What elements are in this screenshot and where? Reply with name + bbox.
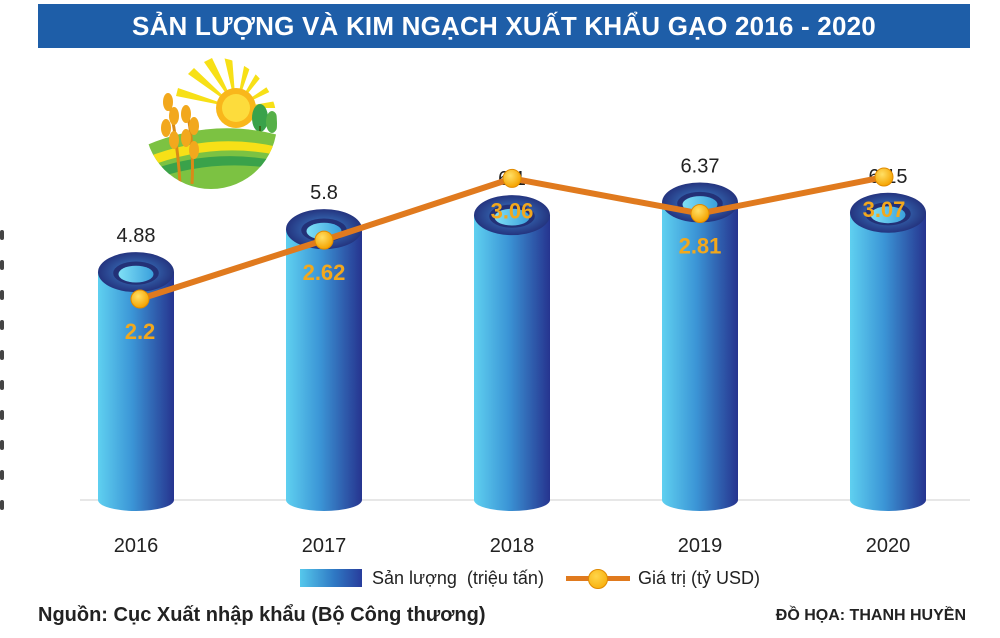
bar-2020 bbox=[850, 212, 926, 512]
line-value-label: 3.07 bbox=[863, 197, 906, 222]
bar-value-label: 6.37 bbox=[681, 156, 720, 178]
legend-line-label: Giá trị (tỷ USD) bbox=[637, 567, 760, 588]
rice-sun-field-icon bbox=[145, 57, 277, 189]
line-point bbox=[874, 167, 894, 187]
bar-value-label: 5.8 bbox=[310, 182, 338, 204]
line-point bbox=[314, 230, 334, 250]
line-value-label: 2.81 bbox=[679, 233, 722, 258]
bar-2018 bbox=[474, 215, 550, 511]
legend-bar-label: Sản lượng (triệu tấn) bbox=[372, 567, 544, 588]
x-tick-label: 2020 bbox=[866, 535, 911, 557]
legend-bar-swatch bbox=[300, 569, 362, 587]
x-tick-label: 2018 bbox=[490, 535, 535, 557]
line-value-label: 3.06 bbox=[491, 198, 534, 223]
bar-2017 bbox=[286, 229, 362, 511]
line-point bbox=[130, 289, 150, 309]
bar-cap-hole bbox=[494, 208, 530, 226]
line-value-label: 2.2 bbox=[125, 319, 156, 344]
source-note: Nguồn: Cục Xuất nhập khẩu (Bộ Công thươn… bbox=[38, 604, 486, 626]
plot-area: 4.8820165.820176.120186.3720196.1520202.… bbox=[80, 156, 970, 557]
bar-2016 bbox=[98, 272, 174, 511]
side-marks bbox=[0, 230, 6, 560]
line-point bbox=[690, 203, 710, 223]
line-value-label: 2.62 bbox=[303, 260, 346, 285]
title-bar: SẢN LƯỢNG VÀ KIM NGẠCH XUẤT KHẨU GẠO 201… bbox=[38, 4, 970, 48]
graphic-credit: ĐỒ HỌA: THANH HUYỀN bbox=[775, 607, 966, 624]
x-tick-label: 2017 bbox=[302, 535, 347, 557]
line-point bbox=[502, 168, 522, 188]
legend: Sản lượng (triệu tấn) Giá trị (tỷ USD) bbox=[300, 566, 782, 590]
x-tick-label: 2019 bbox=[678, 535, 723, 557]
legend-line-swatch bbox=[565, 569, 630, 589]
x-tick-label: 2016 bbox=[114, 535, 159, 557]
bar-cap-hole bbox=[870, 206, 906, 224]
bar-value-label: 4.88 bbox=[117, 225, 156, 247]
chart-title: SẢN LƯỢNG VÀ KIM NGẠCH XUẤT KHẨU GẠO 201… bbox=[132, 10, 876, 41]
bar-cap-hole bbox=[118, 265, 154, 283]
bar-2019 bbox=[662, 202, 738, 511]
